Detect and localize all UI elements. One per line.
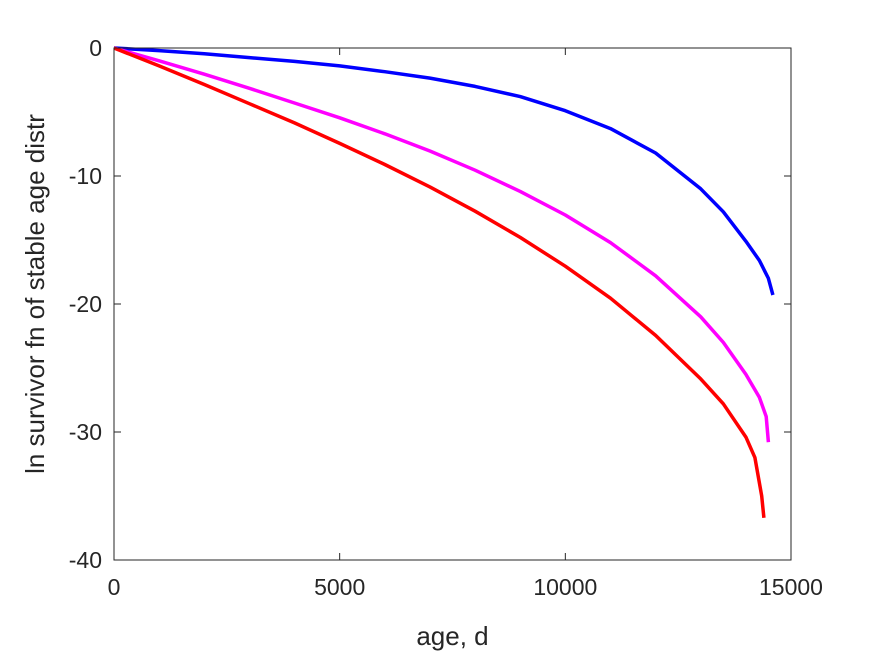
y-tick-label: -20	[69, 291, 102, 317]
x-tick-label: 0	[108, 574, 121, 600]
series-line-3	[113, 46, 766, 518]
y-tick-label: -40	[69, 547, 102, 573]
y-tick-label: -10	[69, 163, 102, 189]
y-axis-label: ln survivor fn of stable age distr	[20, 114, 50, 474]
series-line-2	[113, 46, 771, 443]
ticks-layer: 0 5000 10000 15000 0 -10 -20 -30 -40	[69, 35, 823, 600]
y-tick-label: 0	[89, 35, 102, 61]
x-tick-label: 15000	[759, 574, 823, 600]
plot-area-frame	[113, 47, 792, 561]
series-layer	[113, 46, 775, 518]
series-line-1	[113, 46, 775, 296]
x-axis-label: age, d	[416, 621, 488, 651]
x-tick-label: 10000	[533, 574, 597, 600]
y-tick-label: -30	[69, 419, 102, 445]
x-tick-label: 5000	[314, 574, 365, 600]
